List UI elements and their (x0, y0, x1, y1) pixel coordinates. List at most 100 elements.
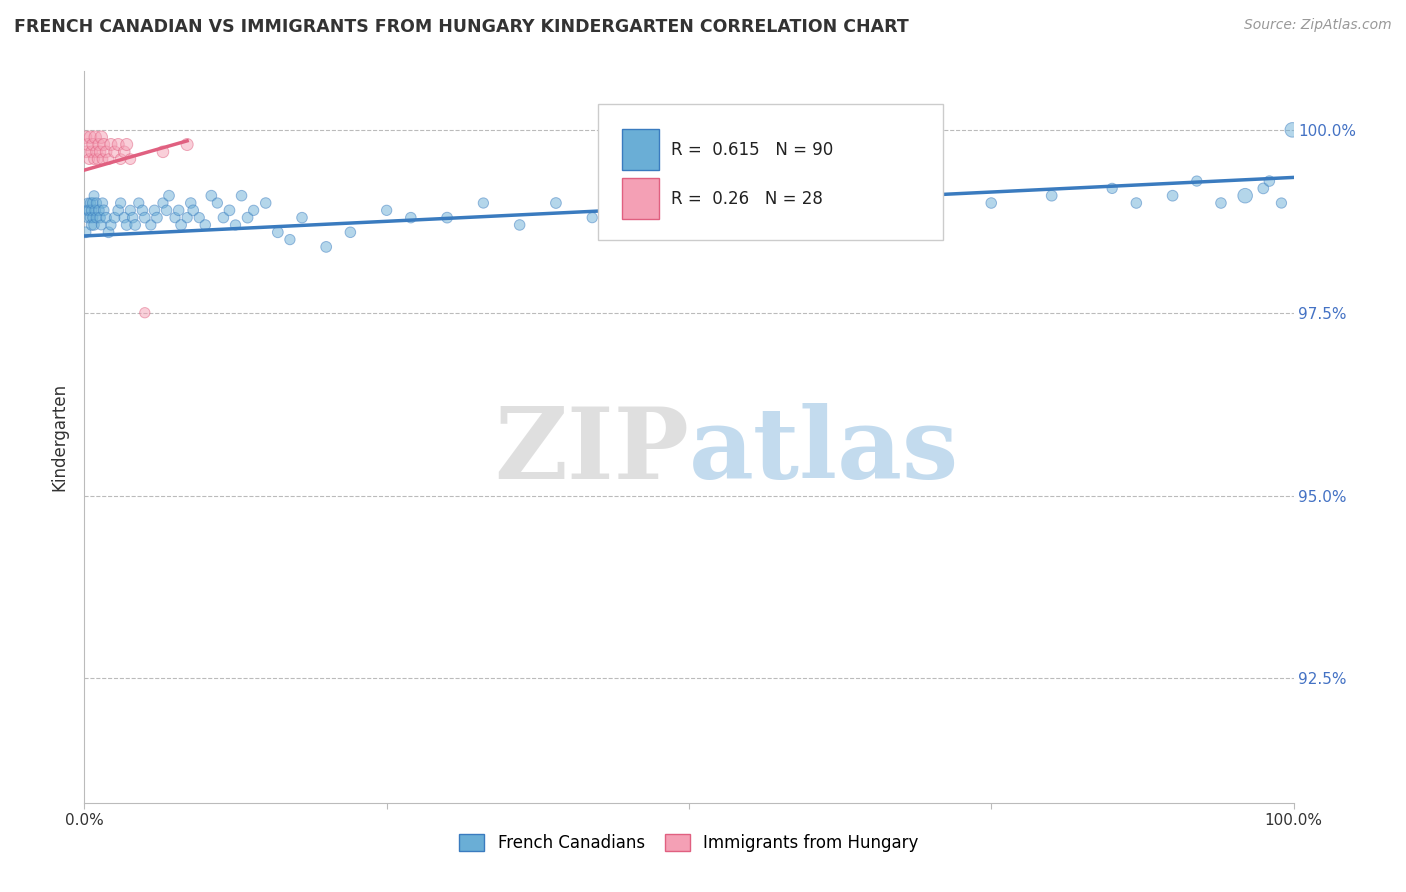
Point (146, 211, 169, 225)
Point (90, 130, 112, 145)
Point (200, 188, 222, 202)
Point (176, 137, 198, 152)
Point (86, 211, 108, 225)
Point (97, 225, 120, 239)
Point (76, 145, 98, 159)
Point (1209, 196, 1232, 211)
Point (77, 203, 100, 218)
Point (121, 211, 143, 225)
Point (93, 203, 115, 218)
Point (94, 211, 117, 225)
Point (112, 211, 135, 225)
Point (128, 196, 150, 211)
Point (86, 145, 108, 159)
Point (472, 196, 495, 211)
Point (80, 145, 103, 159)
Point (100, 218, 122, 232)
Point (100, 137, 122, 152)
Point (143, 203, 166, 218)
Legend: French Canadians, Immigrants from Hungary: French Canadians, Immigrants from Hungar… (451, 825, 927, 860)
Point (84, 130, 107, 145)
Text: atlas: atlas (689, 403, 959, 500)
FancyBboxPatch shape (623, 178, 659, 219)
Point (75, 225, 97, 239)
Point (1161, 188, 1184, 202)
Point (82, 211, 104, 225)
Point (104, 211, 127, 225)
Point (131, 203, 153, 218)
Point (1234, 188, 1257, 202)
Point (278, 233, 301, 247)
Point (76, 203, 98, 218)
Point (509, 218, 531, 232)
Point (86, 152, 108, 166)
Point (212, 211, 235, 225)
Point (231, 188, 253, 202)
Point (176, 211, 198, 225)
Point (86, 196, 108, 211)
Point (152, 196, 174, 211)
Point (89, 211, 111, 225)
Point (1270, 196, 1292, 211)
Point (702, 203, 724, 218)
Point (1253, 181, 1275, 195)
Point (110, 152, 132, 166)
Point (90, 218, 112, 232)
Point (1101, 181, 1123, 195)
Point (181, 203, 204, 218)
Point (1040, 188, 1063, 202)
Point (87, 137, 110, 152)
Point (872, 203, 894, 218)
Point (188, 211, 211, 225)
FancyBboxPatch shape (599, 104, 943, 240)
Point (112, 145, 135, 159)
Y-axis label: Kindergarten: Kindergarten (51, 383, 69, 491)
Point (207, 196, 229, 211)
Point (91, 196, 114, 211)
Text: R =  0.615   N = 90: R = 0.615 N = 90 (671, 141, 832, 159)
Point (89, 145, 111, 159)
Point (115, 218, 138, 232)
Point (77, 152, 100, 166)
Point (180, 196, 202, 211)
Point (218, 203, 240, 218)
Point (254, 196, 277, 211)
Point (84, 203, 107, 218)
Point (83, 218, 105, 232)
Point (267, 225, 290, 239)
Point (83, 188, 105, 202)
FancyBboxPatch shape (623, 129, 659, 170)
Point (775, 211, 797, 225)
Point (87, 203, 110, 218)
Point (654, 188, 676, 202)
Point (980, 196, 1002, 211)
Point (75, 130, 97, 145)
Text: FRENCH CANADIAN VS IMMIGRANTS FROM HUNGARY KINDERGARTEN CORRELATION CHART: FRENCH CANADIAN VS IMMIGRANTS FROM HUNGA… (14, 18, 908, 36)
Point (104, 145, 127, 159)
Point (77, 137, 100, 152)
Point (167, 203, 190, 218)
Point (157, 188, 180, 202)
Point (165, 211, 187, 225)
Point (399, 211, 422, 225)
Text: R =  0.26   N = 28: R = 0.26 N = 28 (671, 190, 823, 208)
Point (94, 145, 117, 159)
Point (339, 225, 361, 239)
Point (1281, 123, 1303, 137)
Point (291, 211, 314, 225)
Point (91, 152, 114, 166)
Text: Source: ZipAtlas.com: Source: ZipAtlas.com (1244, 18, 1392, 32)
Point (82, 196, 104, 211)
Point (1258, 174, 1281, 188)
Point (823, 196, 845, 211)
Point (375, 203, 398, 218)
Point (738, 196, 761, 211)
Point (120, 152, 142, 166)
Point (77, 211, 100, 225)
Point (436, 211, 458, 225)
Point (107, 203, 129, 218)
Point (77, 196, 100, 211)
Point (80, 203, 103, 218)
Point (124, 218, 146, 232)
Point (79, 211, 101, 225)
